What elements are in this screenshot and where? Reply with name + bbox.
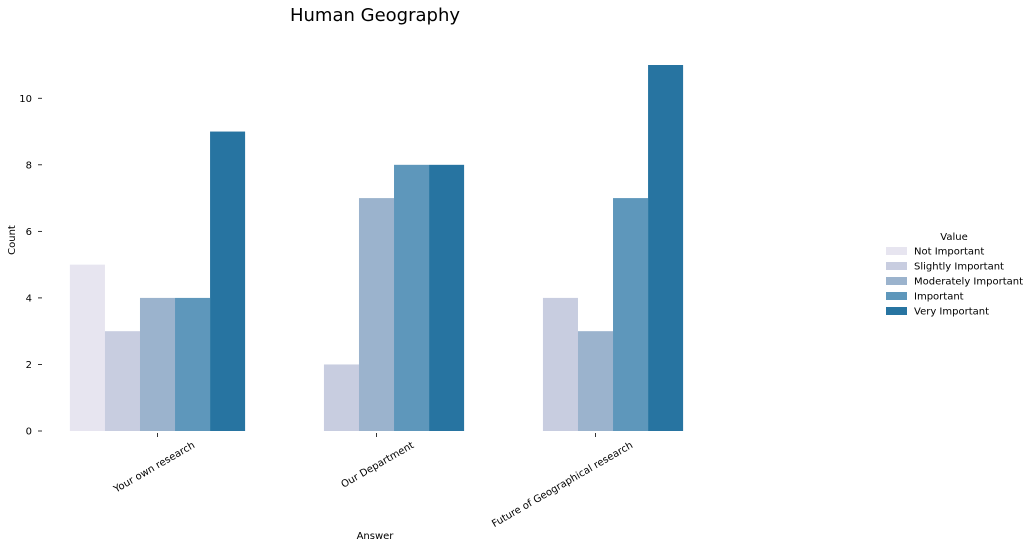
legend: Value Not Important Slightly Important Mod… xyxy=(886,232,1023,318)
bar xyxy=(577,331,614,431)
y-tick-label: 6 xyxy=(26,227,32,238)
legend-label: Very Important xyxy=(914,307,989,318)
bar xyxy=(323,364,359,431)
y-axis-label: Count xyxy=(7,225,18,255)
legend-label: Slightly Important xyxy=(914,262,1004,273)
legend-label: Important xyxy=(914,292,964,303)
y-tick-label: 0 xyxy=(26,427,32,438)
legend-title: Value xyxy=(940,232,967,243)
x-tick-label: Your own research xyxy=(111,440,197,496)
bar xyxy=(104,331,140,431)
y-axis: 0 2 4 6 8 10 xyxy=(19,94,42,438)
y-tick-label: 4 xyxy=(26,293,32,304)
legend-swatch xyxy=(886,262,907,270)
bar xyxy=(358,198,395,431)
x-tick-label: Future of Geographical research xyxy=(490,440,635,530)
bar xyxy=(175,297,211,431)
bar xyxy=(648,65,684,431)
y-tick-label: 2 xyxy=(26,360,32,371)
bar xyxy=(542,297,578,431)
bar xyxy=(429,164,465,431)
legend-label: Not Important xyxy=(914,247,984,258)
legend-swatch xyxy=(886,247,907,255)
legend-label: Moderately Important xyxy=(914,277,1023,288)
x-axis-label: Answer xyxy=(357,531,395,542)
bar xyxy=(613,198,649,431)
bars xyxy=(69,65,684,432)
bar xyxy=(69,264,105,431)
legend-swatch xyxy=(886,277,907,285)
chart-title: Human Geography xyxy=(290,5,460,26)
bar xyxy=(210,131,246,432)
y-tick-label: 8 xyxy=(26,160,32,171)
legend-swatch xyxy=(886,292,907,300)
x-axis: Your own research Our Department Future of… xyxy=(111,433,635,530)
x-tick-label: Our Department xyxy=(339,440,416,491)
legend-swatch xyxy=(886,307,907,315)
y-tick-label: 10 xyxy=(19,94,32,105)
bar xyxy=(139,297,176,431)
bar xyxy=(394,164,430,431)
